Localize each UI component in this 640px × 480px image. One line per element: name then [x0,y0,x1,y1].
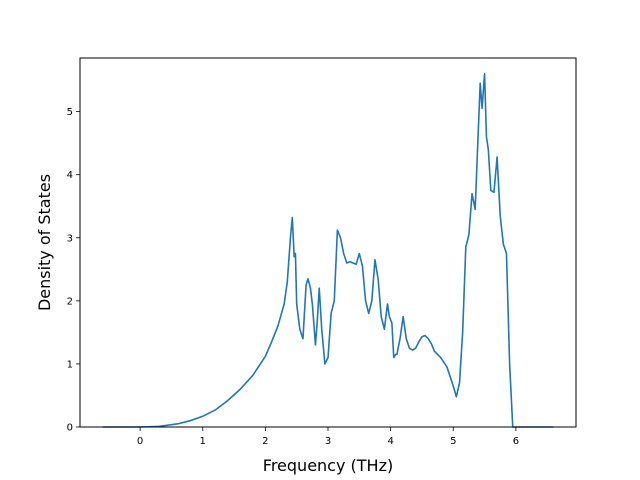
y-tick-label: 2 [67,296,73,307]
y-tick-label: 4 [67,170,73,181]
x-tick-label: 0 [137,436,143,447]
dos-series-line [102,72,554,428]
x-tick-label: 3 [325,436,331,447]
x-tick-label: 6 [513,436,519,447]
x-tick-label: 1 [200,436,206,447]
x-tick-label: 4 [387,436,393,447]
y-tick-label: 0 [67,423,73,434]
x-axis-ticks: 0 1 2 3 4 5 6 [137,427,519,447]
x-tick-label: 5 [450,436,456,447]
y-tick-label: 1 [67,359,73,370]
axes-frame [79,57,577,428]
x-tick-label: 2 [262,436,268,447]
plot-area [102,72,554,428]
x-axis-label: Frequency (THz) [263,456,393,475]
y-tick-label: 3 [67,233,73,244]
y-axis-ticks: 0 1 2 3 4 5 [67,107,80,434]
y-axis-label: Density of States [35,174,54,311]
y-tick-label: 5 [67,107,73,118]
